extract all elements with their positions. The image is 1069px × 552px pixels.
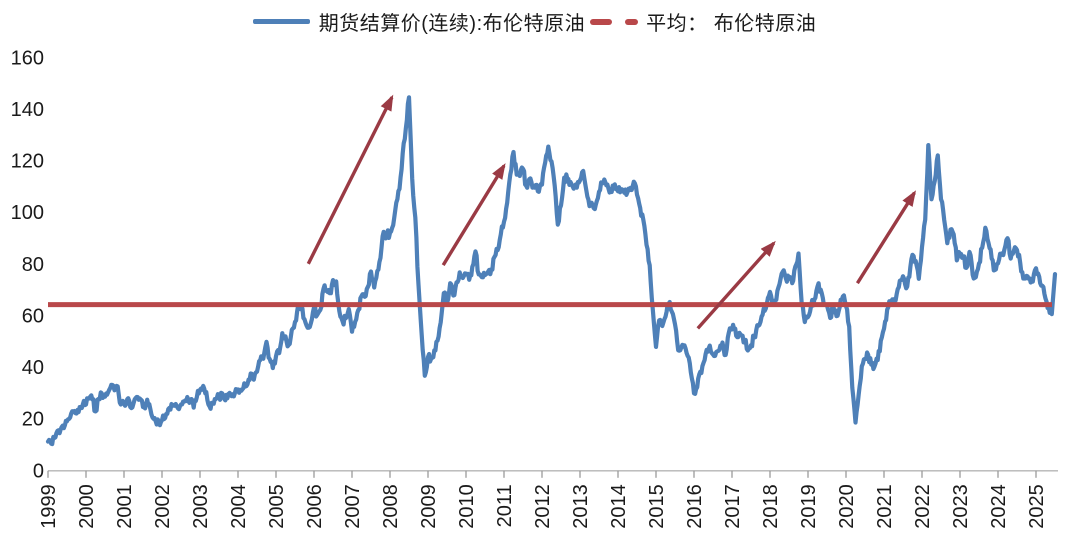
y-tick-label: 20 [22,409,44,431]
trend-arrow-3-icon [696,240,776,330]
x-tick-label: 2009 [418,484,440,529]
y-tick-label: 120 [11,151,44,173]
x-tick-label: 1999 [38,484,60,529]
x-tick-label: 2007 [342,484,364,529]
average-series-label: 平均： 布伦特原油 [646,13,817,35]
x-tick-label: 2001 [114,484,136,529]
x-tick-label: 2010 [456,484,478,529]
x-tick-label: 2018 [760,484,782,529]
x-tick-label: 2000 [76,484,98,529]
x-tick-label: 2022 [912,484,934,529]
y-tick-label: 160 [11,47,44,69]
x-tick-label: 2005 [266,484,288,529]
x-tick-label: 2004 [228,484,250,529]
x-tick-label: 2020 [836,484,858,529]
trend-arrow-1-icon [306,94,394,265]
x-tick-label: 2016 [684,484,706,529]
x-tick-label: 2006 [304,484,326,529]
x-tick-label: 2012 [532,484,554,529]
trend-arrow-2-icon [441,163,506,266]
price-series-label: 期货结算价(连续):布伦特原油 [318,13,586,35]
x-tick-label: 2019 [798,484,820,529]
price-line-series [45,95,1058,447]
x-tick-label: 2024 [988,484,1010,529]
x-tick-label: 2023 [950,484,972,529]
x-tick-label: 2011 [494,484,516,527]
x-tick-label: 2025 [1026,484,1048,529]
y-tick-label: 0 [33,460,44,482]
x-tick-label: 2021 [874,484,896,529]
x-tick-label: 2013 [570,484,592,529]
y-tick-label: 40 [22,357,44,379]
x-tick-label: 2002 [152,484,174,529]
average-series-key-dash-icon [625,18,639,25]
x-tick-label: 2008 [380,484,402,529]
y-tick-label: 140 [11,99,44,121]
x-tick-label: 2015 [646,484,668,529]
trend-arrow-4-icon [855,190,917,285]
x-tick-label: 2017 [722,484,744,529]
average-series-key-dash-icon [590,18,613,25]
x-tick-label: 2014 [608,484,630,529]
chart-legend: 期货结算价(连续):布伦特原油 平均： 布伦特原油 [0,7,1069,36]
y-tick-label: 100 [11,202,44,224]
price-series-key-icon [252,19,310,24]
x-tick-label: 2003 [190,484,212,529]
y-tick-label: 80 [22,254,44,276]
y-tick-label: 60 [22,305,44,327]
